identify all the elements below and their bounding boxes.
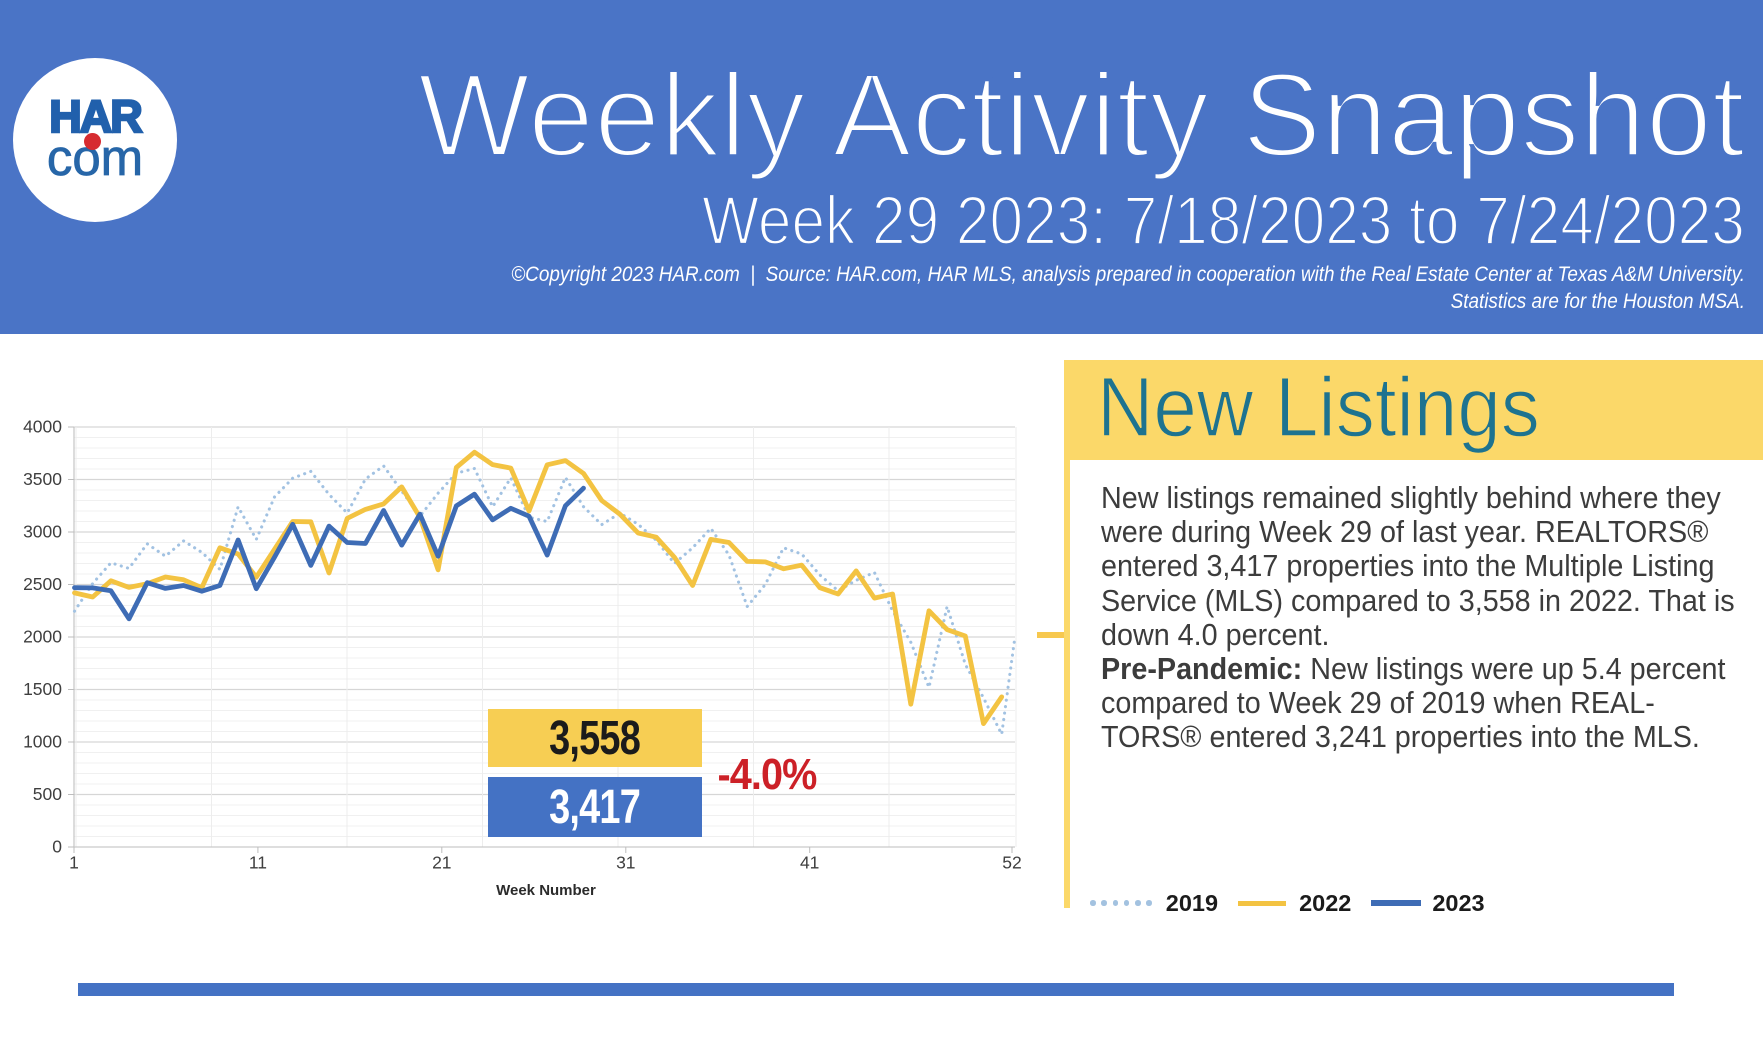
- svg-text:2500: 2500: [23, 574, 62, 594]
- svg-text:41: 41: [800, 853, 819, 873]
- svg-text:1: 1: [69, 853, 79, 873]
- svg-text:1500: 1500: [23, 679, 62, 699]
- svg-text:0: 0: [52, 837, 62, 857]
- svg-text:52: 52: [1002, 853, 1021, 873]
- svg-text:31: 31: [616, 853, 635, 873]
- svg-text:21: 21: [432, 853, 451, 873]
- svg-text:3500: 3500: [23, 469, 62, 489]
- svg-text:2000: 2000: [23, 627, 62, 647]
- svg-text:500: 500: [33, 784, 62, 804]
- svg-text:1000: 1000: [23, 732, 62, 752]
- svg-text:3000: 3000: [23, 522, 62, 542]
- svg-text:4000: 4000: [23, 417, 62, 437]
- svg-text:11: 11: [249, 853, 267, 873]
- svg-text:Week Number: Week Number: [496, 882, 596, 899]
